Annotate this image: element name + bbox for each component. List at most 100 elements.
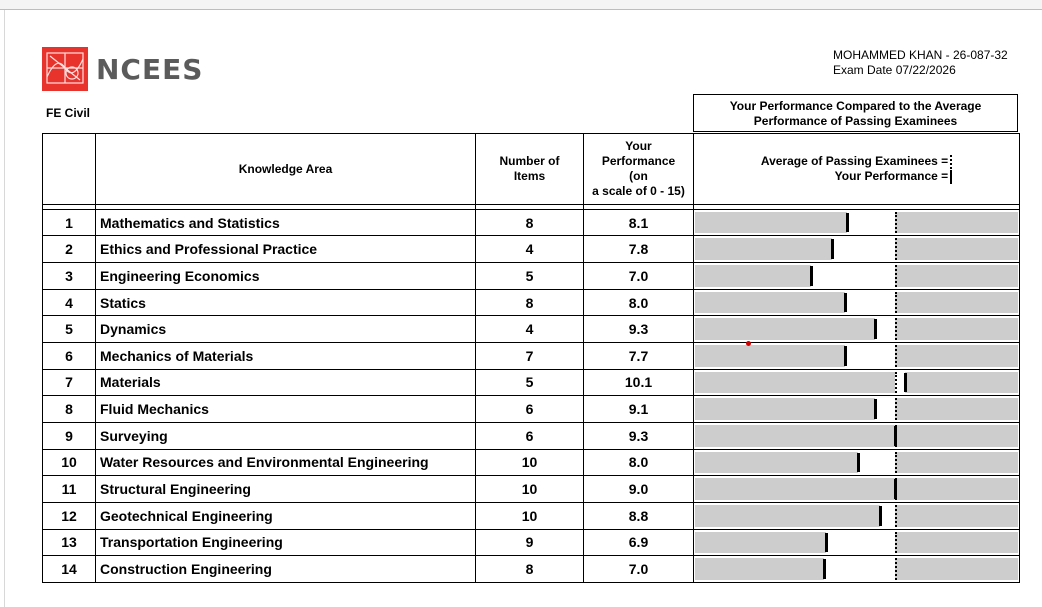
ncees-logo: NCEES <box>42 47 203 91</box>
performance-score: 9.3 <box>583 315 694 343</box>
your-performance-marker <box>904 372 907 393</box>
row-number: 11 <box>42 475 96 503</box>
row-number: 7 <box>42 368 96 397</box>
your-performance-marker <box>825 532 828 553</box>
number-of-items: 7 <box>475 342 584 370</box>
logo-wordmark: NCEES <box>96 52 204 86</box>
candidate-name-id: MOHAMMED KHAN - 26-087-32 <box>833 48 1008 62</box>
header-number <box>42 132 96 206</box>
table-header-row: Knowledge Area Number of Items Your Perf… <box>42 132 1020 206</box>
bar-difference <box>824 558 895 580</box>
bar-background <box>695 424 1018 447</box>
number-of-items: 5 <box>475 262 584 290</box>
performance-bar <box>693 475 1020 503</box>
passing-average-marker <box>895 211 897 234</box>
knowledge-area: Mechanics of Materials <box>95 342 476 370</box>
passing-average-marker <box>895 398 897 420</box>
bar-legend: Average of Passing Examinees = Your Perf… <box>761 154 953 185</box>
performance-bar <box>693 288 1020 317</box>
number-of-items: 4 <box>475 315 584 343</box>
table-row: 6 Mechanics of Materials 7 7.7 <box>42 342 1020 370</box>
bar-background <box>695 478 1018 500</box>
passing-average-marker <box>895 451 897 474</box>
items-header-line1: Number of <box>499 154 560 169</box>
knowledge-area: Surveying <box>95 421 476 450</box>
performance-bar <box>693 262 1020 290</box>
bar-difference <box>875 318 895 340</box>
your-performance-marker <box>844 346 847 366</box>
knowledge-area: Engineering Economics <box>95 262 476 290</box>
passing-average-marker <box>895 345 897 367</box>
table-row: 2 Ethics and Professional Practice 4 7.8 <box>42 235 1020 264</box>
page-left-edge <box>4 10 5 607</box>
number-of-items: 6 <box>475 421 584 450</box>
performance-bar <box>693 448 1020 477</box>
knowledge-area: Mathematics and Statistics <box>95 208 476 237</box>
row-number: 4 <box>42 288 96 317</box>
knowledge-area: Materials <box>95 368 476 397</box>
passing-average-marker <box>895 291 897 314</box>
table-row: 5 Dynamics 4 9.3 <box>42 315 1020 343</box>
spacer-cell <box>693 204 1020 210</box>
perf-header-line2: Performance <box>601 154 676 169</box>
bar-difference <box>811 265 895 287</box>
table-row: 8 Fluid Mechanics 6 9.1 <box>42 395 1020 423</box>
row-number: 9 <box>42 421 96 450</box>
header-your-performance: Your Performance (on a scale of 0 - 15) <box>583 132 694 206</box>
performance-score: 7.0 <box>583 555 694 583</box>
bar-difference <box>880 504 895 527</box>
exam-name: FE Civil <box>46 106 91 120</box>
knowledge-area: Structural Engineering <box>95 475 476 503</box>
passing-average-marker <box>895 504 897 527</box>
row-number: 5 <box>42 315 96 343</box>
number-of-items: 10 <box>475 501 584 530</box>
perf-header-line1: Your <box>625 139 652 154</box>
table-row: 11 Structural Engineering 10 9.0 <box>42 475 1020 503</box>
your-performance-marker <box>874 319 877 339</box>
your-performance-marker <box>810 266 813 286</box>
passing-average-marker <box>895 318 897 340</box>
header-legend: Average of Passing Examinees = Your Perf… <box>693 132 1020 206</box>
performance-score: 8.0 <box>583 448 694 477</box>
legend-you-label: Your Performance = <box>834 169 949 184</box>
performance-bar <box>693 342 1020 370</box>
performance-score: 7.0 <box>583 262 694 290</box>
performance-header-line1: Your Performance Compared to the Average <box>729 99 982 113</box>
performance-score: 9.1 <box>583 395 694 423</box>
bar-difference <box>895 371 905 394</box>
performance-bar <box>693 235 1020 264</box>
passing-average-marker <box>895 558 897 580</box>
passing-average-marker <box>895 265 897 287</box>
performance-comparison-header: Your Performance Compared to the Average… <box>693 94 1018 132</box>
your-performance-marker <box>831 239 834 260</box>
your-performance-marker <box>857 452 860 473</box>
your-performance-marker <box>894 425 897 446</box>
number-of-items: 10 <box>475 475 584 503</box>
performance-bar <box>693 395 1020 423</box>
bar-difference <box>845 291 895 314</box>
your-performance-marker <box>846 212 849 233</box>
bar-background <box>695 371 1018 394</box>
number-of-items: 10 <box>475 448 584 477</box>
knowledge-area: Construction Engineering <box>95 555 476 583</box>
header-knowledge-area: Knowledge Area <box>95 132 476 206</box>
performance-bar <box>693 368 1020 397</box>
number-of-items: 6 <box>475 395 584 423</box>
performance-score: 9.3 <box>583 421 694 450</box>
row-number: 12 <box>42 501 96 530</box>
row-number: 13 <box>42 528 96 557</box>
knowledge-area: Statics <box>95 288 476 317</box>
legend-average: Average of Passing Examinees = <box>761 154 953 170</box>
bar-background <box>695 398 1018 420</box>
bar-difference <box>826 531 895 554</box>
performance-score: 10.1 <box>583 368 694 397</box>
performance-score: 8.0 <box>583 288 694 317</box>
passing-average-marker <box>895 371 897 394</box>
table-row: 9 Surveying 6 9.3 <box>42 421 1020 450</box>
row-number: 1 <box>42 208 96 237</box>
row-number: 6 <box>42 342 96 370</box>
perf-header-line3: (on <box>629 169 648 184</box>
table-row: 7 Materials 5 10.1 <box>42 368 1020 397</box>
performance-bar <box>693 315 1020 343</box>
performance-score: 7.8 <box>583 235 694 264</box>
